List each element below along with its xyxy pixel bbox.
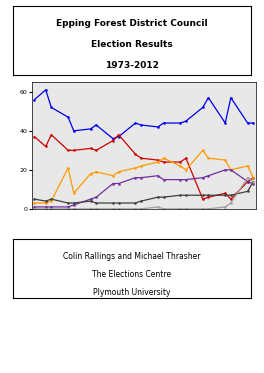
Text: The Elections Centre: The Elections Centre <box>92 270 172 279</box>
Text: 1973-2012: 1973-2012 <box>105 61 159 70</box>
Text: Election Results: Election Results <box>91 40 173 49</box>
Text: Epping Forest District Council: Epping Forest District Council <box>56 19 208 28</box>
Text: Colin Rallings and Michael Thrasher: Colin Rallings and Michael Thrasher <box>63 252 201 261</box>
Text: Plymouth University: Plymouth University <box>93 288 171 297</box>
